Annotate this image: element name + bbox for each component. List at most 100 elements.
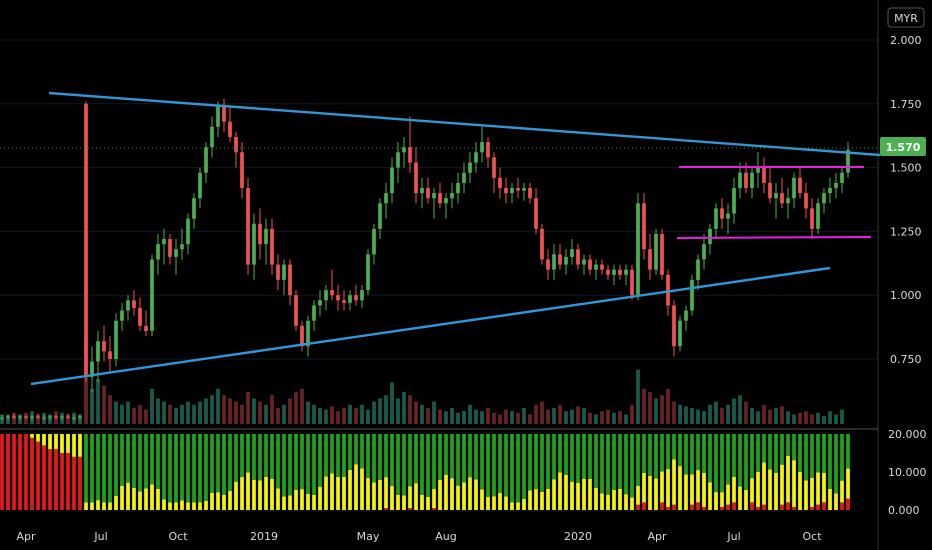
volume-bar: [300, 388, 304, 424]
volume-bar: [90, 388, 94, 424]
candle: [498, 167, 502, 199]
candle: [120, 302, 124, 331]
candle: [288, 259, 292, 306]
indicator-bar: [42, 434, 46, 510]
indicator-bar: [612, 434, 616, 510]
candle: [300, 320, 304, 352]
volume-bar: [828, 411, 832, 424]
indicator-bar: [210, 434, 214, 510]
candle: [528, 182, 532, 204]
volume-bar: [738, 395, 742, 424]
candle: [624, 264, 628, 285]
volume-bar: [510, 411, 514, 424]
candle: [204, 142, 208, 183]
candle: [708, 223, 712, 255]
candle: [474, 142, 478, 173]
candle: [12, 413, 16, 419]
candle: [468, 152, 472, 183]
indicator-bar: [576, 434, 580, 510]
indicator-bar: [6, 434, 10, 510]
candle: [450, 182, 454, 209]
indicator-bar: [636, 434, 640, 510]
indicator-bar: [318, 434, 322, 510]
volume-bar: [684, 406, 688, 424]
indicator-bar: [438, 434, 442, 510]
indicator-bar: [804, 434, 808, 510]
price-tick-label: 2.000: [890, 34, 922, 47]
volume-bar: [654, 398, 658, 424]
candle: [132, 290, 136, 316]
last-price-tag: 1.570: [880, 137, 926, 156]
volume-bar: [618, 411, 622, 424]
candle: [438, 182, 442, 209]
time-axis: Apr Jul Oct 2019 May Aug 2020 Apr Jul Oct: [16, 530, 822, 543]
indicator-bar: [798, 434, 802, 510]
indicator-bar: [444, 434, 448, 510]
indicator-bar: [300, 434, 304, 510]
volume-bar: [690, 408, 694, 424]
volume-bar: [432, 401, 436, 424]
volume-bar: [312, 404, 316, 424]
indicator-bar: [720, 434, 724, 510]
candle: [384, 182, 388, 219]
indicator-bar: [546, 434, 550, 510]
indicator-bar: [180, 434, 184, 510]
volume-bar: [174, 408, 178, 424]
candle: [324, 284, 328, 311]
candle: [822, 188, 826, 214]
candle: [810, 198, 814, 240]
candle: [414, 147, 418, 204]
candle: [312, 300, 316, 331]
indicator-bar: [816, 434, 820, 510]
candle: [480, 126, 484, 163]
indicator-bar: [558, 434, 562, 510]
volume-bar: [252, 398, 256, 424]
indicator-bar: [312, 434, 316, 510]
indicator-bar: [54, 434, 58, 510]
candle: [486, 136, 490, 168]
indicator-bar: [354, 434, 358, 510]
indicator-bar: [456, 434, 460, 510]
indicator-bar: [102, 434, 106, 510]
candle: [402, 136, 406, 168]
volume-bar: [228, 398, 232, 424]
candle: [216, 101, 220, 137]
indicator-bar: [162, 434, 166, 510]
volume-bar: [804, 411, 808, 424]
volume-bar: [318, 408, 322, 424]
candle: [354, 284, 358, 306]
indicator-tick-label: 0.000: [888, 504, 920, 517]
volume-bar: [504, 409, 508, 424]
indicator-bar: [78, 434, 82, 510]
candle: [684, 305, 688, 331]
candle: [846, 142, 850, 178]
candle: [576, 244, 580, 270]
volume-bar: [426, 408, 430, 424]
indicator-bar: [786, 434, 790, 510]
candle: [126, 295, 130, 321]
upper-trend-line: [48, 91, 881, 157]
candle: [756, 152, 760, 189]
indicator-bar: [384, 434, 388, 510]
candle: [636, 193, 640, 301]
indicator-bar: [462, 434, 466, 510]
indicator-bar: [792, 434, 796, 510]
candle: [594, 259, 598, 280]
candle: [114, 313, 118, 367]
time-tick-label: Jul: [726, 530, 740, 543]
indicator-bar: [468, 434, 472, 510]
indicator-bar: [678, 434, 682, 510]
candle: [426, 177, 430, 204]
candle: [504, 177, 508, 204]
candle: [36, 413, 40, 419]
indicator-bar: [156, 434, 160, 510]
volume-bar: [156, 398, 160, 424]
indicator-bar: [294, 434, 298, 510]
indicator-bar: [618, 434, 622, 510]
currency-badge[interactable]: MYR: [887, 7, 925, 28]
candle: [762, 157, 766, 194]
volume-bar: [210, 395, 214, 424]
candle: [180, 228, 184, 260]
candle: [252, 213, 256, 280]
